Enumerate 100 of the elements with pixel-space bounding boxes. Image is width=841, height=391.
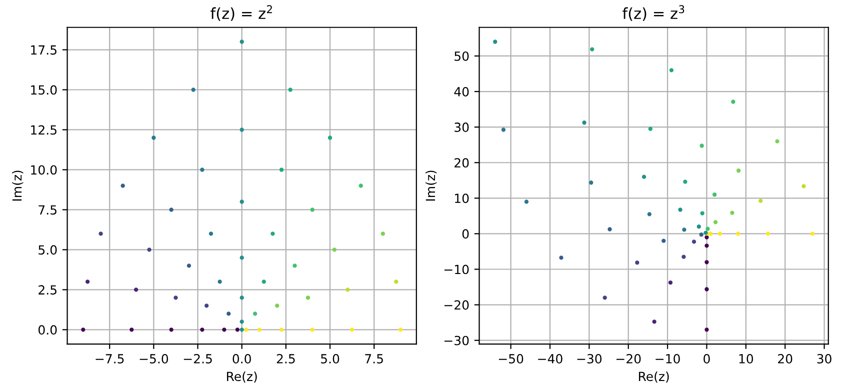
point xyxy=(648,126,652,131)
point xyxy=(662,238,666,243)
y-tick-label: 2.5 xyxy=(38,285,56,295)
y-tick-label: 5.0 xyxy=(38,245,57,255)
point xyxy=(191,88,196,92)
y-tick-label: 17.5 xyxy=(31,45,56,55)
point xyxy=(310,328,314,332)
point xyxy=(683,180,688,184)
point xyxy=(669,68,674,72)
point xyxy=(152,136,156,140)
y-tick-label: 0.0 xyxy=(38,325,57,335)
point xyxy=(608,227,612,232)
point xyxy=(582,120,586,125)
point xyxy=(704,328,709,332)
x-tick-label: −10 xyxy=(656,354,680,364)
point xyxy=(731,100,736,104)
x-tick-label: 20 xyxy=(778,354,792,364)
point xyxy=(226,312,231,316)
point xyxy=(240,128,244,132)
point xyxy=(718,232,722,236)
point xyxy=(380,232,385,236)
point xyxy=(590,47,594,52)
point xyxy=(712,192,717,197)
x-tick-label: −20 xyxy=(616,354,641,364)
point xyxy=(775,139,780,144)
y-tick-label: 50 xyxy=(454,51,469,61)
point xyxy=(642,174,646,179)
y-tick-label: 20 xyxy=(454,158,469,168)
point xyxy=(635,260,640,265)
point xyxy=(706,226,710,231)
point xyxy=(766,232,770,236)
point xyxy=(200,168,204,172)
point xyxy=(493,40,498,44)
point xyxy=(350,328,354,332)
point xyxy=(682,254,686,259)
y-tick-label: 0 xyxy=(462,229,469,239)
point xyxy=(699,232,704,237)
point xyxy=(398,328,403,332)
point xyxy=(559,256,564,260)
x-tick-label: −5.0 xyxy=(140,354,168,364)
point xyxy=(589,180,594,185)
point xyxy=(802,184,806,188)
point xyxy=(240,256,244,260)
point xyxy=(358,184,363,188)
point xyxy=(736,168,741,173)
point xyxy=(174,296,178,300)
point xyxy=(169,208,174,212)
point xyxy=(257,328,262,332)
y-tick-label: 30 xyxy=(454,122,469,132)
point xyxy=(120,184,125,188)
point xyxy=(501,128,506,132)
point xyxy=(262,280,266,284)
point xyxy=(346,288,350,292)
point xyxy=(240,40,244,44)
chart-title: f(z) = z$^{3}$ xyxy=(622,5,684,21)
x-axis-title: Re(z) xyxy=(227,371,257,383)
y-tick-label: 10.0 xyxy=(31,165,57,175)
point xyxy=(524,200,529,204)
x-tick-label: −2.5 xyxy=(184,354,212,364)
point xyxy=(240,296,244,300)
point xyxy=(647,212,652,216)
point xyxy=(147,248,152,252)
x-tick-label: 0 xyxy=(704,354,710,364)
point xyxy=(332,248,336,252)
y-tick-label: 10 xyxy=(455,194,469,204)
y-tick-label: 15.0 xyxy=(31,85,57,95)
point xyxy=(696,224,701,229)
point xyxy=(252,312,258,316)
point xyxy=(130,328,134,332)
point xyxy=(81,328,86,332)
chart-title: f(z) = z$^{2}$ xyxy=(210,5,272,21)
point xyxy=(394,280,398,284)
x-tick-label: 5.0 xyxy=(321,354,340,364)
point xyxy=(306,296,310,300)
point xyxy=(736,232,740,236)
y-axis-title: Im(z) xyxy=(426,170,437,201)
x-axis-title: Re(z) xyxy=(638,371,669,383)
x-tick-label: −7.5 xyxy=(96,354,124,364)
y-tick-label: 7.5 xyxy=(38,205,56,215)
point xyxy=(200,328,204,332)
x-tick-label: 0.0 xyxy=(232,354,251,364)
point xyxy=(270,232,275,236)
point xyxy=(700,211,704,216)
point xyxy=(169,328,174,332)
y-tick-label: 12.5 xyxy=(31,125,56,135)
point xyxy=(810,232,815,236)
y-axis-title: Im(z) xyxy=(12,170,24,201)
point xyxy=(186,264,192,268)
point xyxy=(704,244,709,248)
point xyxy=(240,200,244,204)
point xyxy=(204,304,209,308)
point xyxy=(275,304,280,308)
y-tick-label: −20 xyxy=(444,300,469,310)
point xyxy=(208,232,214,236)
point xyxy=(668,280,673,285)
point xyxy=(713,220,718,224)
point xyxy=(240,328,244,332)
point xyxy=(730,210,734,215)
point xyxy=(279,328,284,332)
point xyxy=(85,280,90,284)
